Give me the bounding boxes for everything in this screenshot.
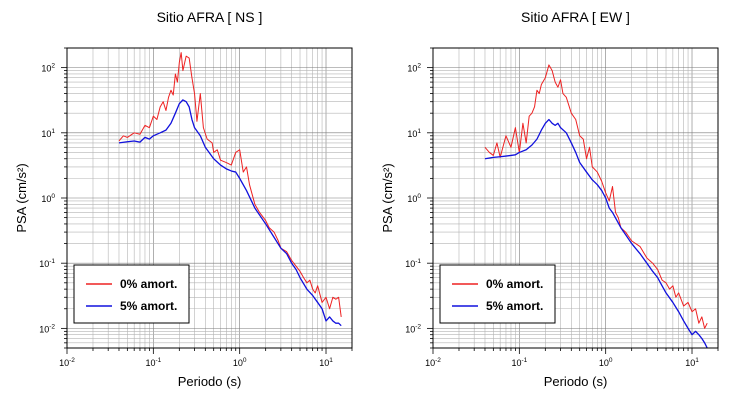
legend-label: 0% amort. (120, 277, 177, 291)
x-axis-label: Periodo (s) (178, 374, 242, 389)
x-tick-label: 10-2 (425, 357, 441, 368)
x-tick-label: 10-1 (145, 357, 161, 368)
legend-label: 0% amort. (486, 277, 543, 291)
series-line-undamped (484, 64, 708, 329)
y-tick-label: 101 (407, 128, 421, 139)
series-line-damped (118, 99, 342, 327)
y-tick-label: 102 (407, 63, 421, 74)
y-tick-label: 10-1 (405, 258, 421, 269)
chart-title: Sitio AFRA [ EW ] (521, 9, 630, 25)
y-tick-label: 100 (41, 193, 55, 204)
series-line-damped (484, 118, 708, 348)
legend: 0% amort. 5% amort. (73, 264, 190, 324)
x-tick-label: 10-1 (511, 357, 527, 368)
legend-box (73, 264, 190, 324)
y-tick-label: 10-2 (39, 323, 55, 334)
y-axis-label: PSA (cm/s²) (380, 163, 395, 232)
y-tick-label: 101 (41, 128, 55, 139)
x-tick-label: 101 (319, 357, 333, 368)
legend-label: 5% amort. (120, 299, 177, 313)
x-tick-label: 100 (599, 357, 613, 368)
x-axis-label: Periodo (s) (544, 374, 608, 389)
legend-label: 5% amort. (486, 299, 543, 313)
chart-title: Sitio AFRA [ NS ] (157, 9, 263, 25)
legend: 0% amort. 5% amort. (439, 264, 556, 324)
y-tick-label: 102 (41, 63, 55, 74)
plot-frame (66, 47, 353, 349)
y-tick-label: 10-2 (405, 323, 421, 334)
plot-frame (432, 47, 719, 349)
y-axis-label: PSA (cm/s²) (14, 163, 29, 232)
y-tick-label: 100 (407, 193, 421, 204)
x-tick-label: 100 (233, 357, 247, 368)
series-group (484, 64, 708, 348)
x-tick-label: 10-2 (59, 357, 75, 368)
chart-panel-ew: Sitio AFRA [ EW ] Periodo (s) PSA (cm/s²… (380, 9, 719, 389)
x-tick-label: 101 (685, 357, 699, 368)
chart-panel-ns: Sitio AFRA [ NS ] Periodo (s) PSA (cm/s²… (14, 9, 353, 389)
y-tick-label: 10-1 (39, 258, 55, 269)
series-line-undamped (118, 52, 342, 317)
series-group (118, 52, 342, 327)
legend-box (439, 264, 556, 324)
